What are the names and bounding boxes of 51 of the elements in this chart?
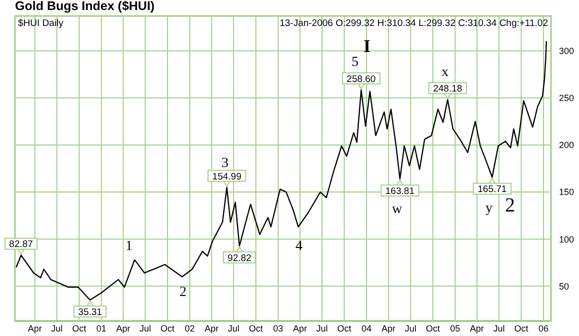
x-tick-label: Jul (228, 323, 240, 334)
annotation: 154.99 (212, 171, 242, 182)
x-tick-label: 05 (450, 323, 460, 334)
annotation: 4 (296, 239, 302, 254)
x-tick-label: Oct (514, 323, 529, 334)
x-tick-label: Oct (160, 323, 176, 334)
annotation: 82.87 (9, 239, 33, 250)
annotation: x (442, 65, 448, 80)
x-tick-label: Oct (248, 323, 264, 334)
x-tick-label: 02 (184, 323, 195, 334)
annotation: 1 (126, 239, 132, 254)
annotation: 248.18 (433, 84, 462, 95)
x-tick-label: 06 (538, 323, 549, 334)
y-tick-label: 250 (559, 93, 574, 104)
x-tick-label: Oct (337, 323, 352, 334)
x-tick-label: Oct (426, 323, 440, 334)
x-tick-label: 04 (362, 323, 372, 334)
annotation: 2 (505, 194, 515, 217)
x-tick-label: Apr (28, 323, 42, 334)
annotation: 35.31 (78, 307, 102, 318)
y-tick-label: 100 (559, 234, 574, 244)
annotation: 13-Jan-2006 O:299.32 H:310.34 L:299.32 C:310.34 Chg:+11.02 (280, 18, 548, 29)
x-tick-label: Jul (316, 323, 328, 334)
x-tick-label: Apr (292, 323, 307, 334)
annotation: 3 (222, 156, 228, 172)
y-tick-label: 50 (559, 281, 570, 292)
annotation: 163.81 (385, 186, 414, 198)
annotation: I (363, 36, 371, 56)
x-tick-label: Jul (404, 323, 416, 334)
x-tick-label: 03 (273, 323, 284, 334)
x-tick-label: Jul (51, 323, 63, 334)
x-tick-label: Apr (204, 323, 219, 334)
y-tick-label: 150 (559, 187, 574, 198)
annotation: y (486, 201, 492, 216)
annotation: 258.60 (346, 74, 376, 85)
chart-title: Gold Bugs Index ($HUI) (15, 0, 155, 13)
annotation: 5 (352, 55, 358, 70)
x-tick-label: Oct (72, 323, 87, 334)
annotation: 2 (180, 285, 186, 300)
annotation: w (392, 202, 403, 218)
y-tick-label: 200 (559, 140, 574, 150)
y-tick-label: 300 (559, 46, 574, 56)
x-tick-label: Jul (493, 323, 505, 334)
annotation: $HUI Daily (18, 18, 64, 29)
annotation: 165.71 (478, 184, 507, 196)
annotation: 92.82 (228, 252, 252, 264)
x-tick-label: Jul (139, 323, 152, 334)
x-tick-label: Apr (382, 323, 396, 334)
x-tick-label: 01 (96, 323, 106, 334)
x-tick-label: Apr (116, 323, 130, 334)
x-tick-label: Apr (470, 323, 484, 334)
